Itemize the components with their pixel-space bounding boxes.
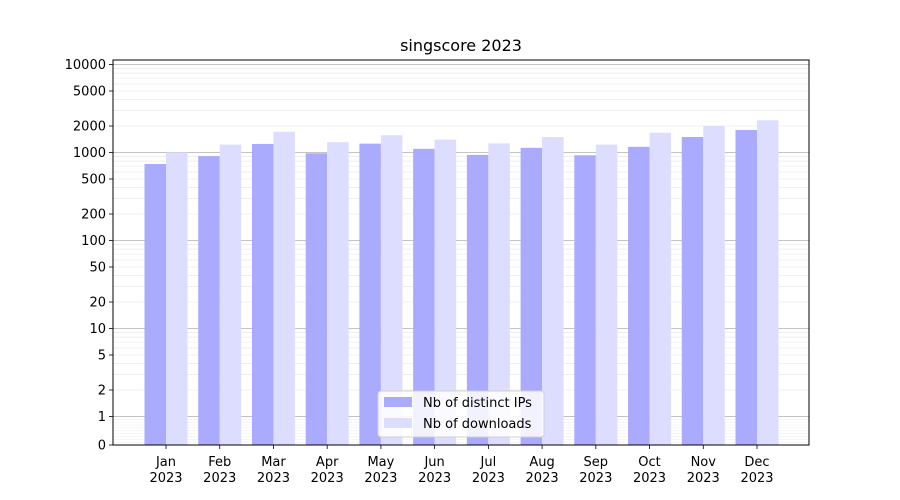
y-tick-label: 5000: [73, 84, 106, 99]
y-tick-label: 1: [98, 410, 106, 425]
legend-swatch: [384, 418, 412, 428]
bar-downloads: [273, 131, 295, 445]
bar-downloads: [380, 135, 403, 445]
y-tick-label: 100: [81, 234, 106, 249]
legend-box: [377, 390, 545, 438]
x-tick-label: Nov 2023: [687, 455, 720, 486]
x-tick-label: Sep 2023: [579, 455, 612, 486]
legend-swatch: [384, 397, 412, 407]
bar-downloads: [595, 144, 618, 445]
bar-distinct-ips: [198, 156, 220, 445]
y-tick-label: 50: [89, 260, 106, 275]
y-tick-label: 10000: [65, 58, 106, 73]
bar-downloads: [327, 142, 349, 446]
x-tick-label: Oct 2023: [633, 455, 666, 486]
y-tick-label: 5: [98, 348, 106, 363]
plot-frame: [112, 59, 810, 446]
y-tick-label: 500: [81, 172, 106, 187]
bar-downloads: [649, 132, 672, 445]
x-tick-label: Dec 2023: [740, 455, 773, 486]
bar-distinct-ips: [359, 143, 381, 445]
y-tick-label: 0: [98, 439, 106, 454]
bar-distinct-ips: [574, 155, 596, 445]
y-tick-label: 2: [98, 384, 106, 399]
bar-distinct-ips: [628, 146, 650, 445]
bar-distinct-ips: [413, 148, 435, 446]
bar-downloads: [166, 152, 188, 445]
x-tick-label: Jun 2023: [418, 455, 451, 486]
bar-distinct-ips: [251, 143, 274, 445]
y-tick-label: 2000: [73, 120, 106, 135]
bars: [144, 120, 779, 446]
x-tick-label: Feb 2023: [203, 455, 236, 486]
x-tick-label: Jan 2023: [149, 455, 182, 486]
legend: Nb of distinct IPs Nb of downloads: [377, 390, 545, 438]
bar-downloads: [703, 126, 725, 445]
bar-distinct-ips: [144, 164, 166, 445]
bar-downloads: [757, 120, 779, 445]
bar-distinct-ips: [520, 147, 543, 445]
bar-downloads: [542, 137, 564, 445]
chart-title: singscore 2023: [400, 36, 522, 55]
x-tick-label: Apr 2023: [311, 455, 344, 486]
bar-distinct-ips: [681, 137, 704, 445]
x-axis: Jan 2023 Feb 2023 Mar 2023 Apr 2023 May 2023 Jun 20…: [149, 445, 774, 486]
x-tick-label: Aug 2023: [526, 455, 559, 486]
x-tick-label: May 2023: [364, 455, 397, 486]
bar-distinct-ips: [305, 153, 328, 446]
bar-distinct-ips: [466, 154, 489, 445]
y-tick-label: 200: [81, 208, 106, 223]
y-tick-label: 20: [89, 296, 106, 311]
y-axis: 0 1 2 5 10 20 50 100 200 500 1000 2000 5000 10000: [65, 58, 113, 454]
bar-downloads: [488, 143, 510, 445]
y-tick-label: 1000: [73, 146, 106, 161]
legend-label: Nb of downloads: [423, 417, 532, 432]
bar-distinct-ips: [735, 130, 757, 446]
legend-label: Nb of distinct IPs: [423, 396, 532, 411]
x-tick-label: Jul 2023: [472, 455, 505, 486]
bar-downloads: [219, 144, 242, 445]
y-tick-label: 10: [89, 322, 106, 337]
x-tick-label: Mar 2023: [257, 455, 290, 486]
bar-downloads: [434, 139, 457, 445]
